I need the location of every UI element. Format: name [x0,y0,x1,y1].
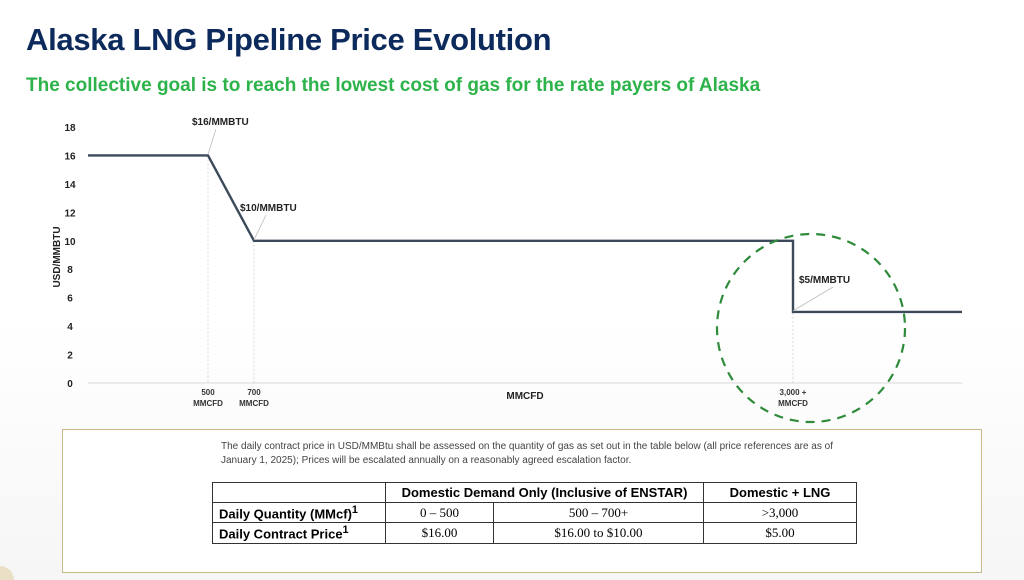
price-series-line [88,154,962,314]
x-tick-label: MMCFD [778,399,808,408]
page-subtitle: The collective goal is to reach the lowe… [26,75,761,96]
y-tick-label: 12 [64,208,76,219]
x-tick-label: MMCFD [239,399,269,408]
annotation-leader [253,214,267,240]
table-row: Daily Quantity (MMcf)1 0 – 500 500 – 700… [212,501,857,524]
highlight-circle [715,232,907,424]
table-cell: $16.00 [385,522,494,544]
table-cell: 500 – 700+ [492,501,705,524]
row-label-quantity: Daily Quantity (MMcf)1 [212,501,386,524]
y-tick-label: 10 [64,237,76,248]
table-header-lng: Domestic + LNG [703,482,857,503]
y-tick-label: 14 [64,180,76,191]
page-title: Alaska LNG Pipeline Price Evolution [26,22,552,57]
x-tick-label: MMCFD [193,399,223,408]
y-tick-label: 2 [67,351,73,362]
footnote-marker: 1 [342,524,349,537]
table-cell: 0 – 500 [385,501,494,524]
price-annotation: $16/MMBTU [192,117,249,128]
price-annotation: $10/MMBTU [240,203,297,214]
x-tick-label: 700 [247,388,261,397]
y-tick-label: 16 [64,151,76,162]
table-header-empty [212,482,386,503]
price-annotation: $5/MMBTU [799,275,850,286]
row-label-text: Daily Quantity (MMcf) [219,506,352,522]
y-tick-label: 0 [67,379,73,390]
row-label-text: Daily Contract Price [219,526,343,542]
table-cell: >3,000 [703,501,857,524]
contract-table-panel: The daily contract price in USD/MMBtu sh… [62,429,982,573]
y-axis-label: USD/MMBTU [52,226,63,287]
contract-price-table: Domestic Demand Only (Inclusive of ENSTA… [212,482,857,544]
x-tick-label: 3,000 + [780,388,807,397]
x-tick-label: 500 [201,388,215,397]
x-axis-label: MMCFD [506,391,543,402]
y-tick-label: 18 [64,123,76,134]
table-header-domestic: Domestic Demand Only (Inclusive of ENSTA… [385,482,704,503]
table-cell: $16.00 to $10.00 [492,522,705,544]
row-label-price: Daily Contract Price1 [212,522,386,544]
annotation-leader [792,286,834,312]
table-row: Daily Contract Price1 $16.00 $16.00 to $… [212,522,857,544]
y-tick-label: 8 [67,265,73,276]
footnote-marker: 1 [351,504,358,516]
contract-note: The daily contract price in USD/MMBtu sh… [221,441,833,466]
annotation-leader [207,128,217,155]
y-tick-label: 4 [67,322,73,333]
price-line-chart: 0 2 4 6 8 10 12 14 16 18 USD/MMBTU MMCFD 500 MMCFD 700… [52,117,962,424]
table-header-row: Domestic Demand Only (Inclusive of ENSTA… [212,482,857,503]
table-cell: $5.00 [703,522,857,544]
y-tick-label: 6 [67,294,73,305]
